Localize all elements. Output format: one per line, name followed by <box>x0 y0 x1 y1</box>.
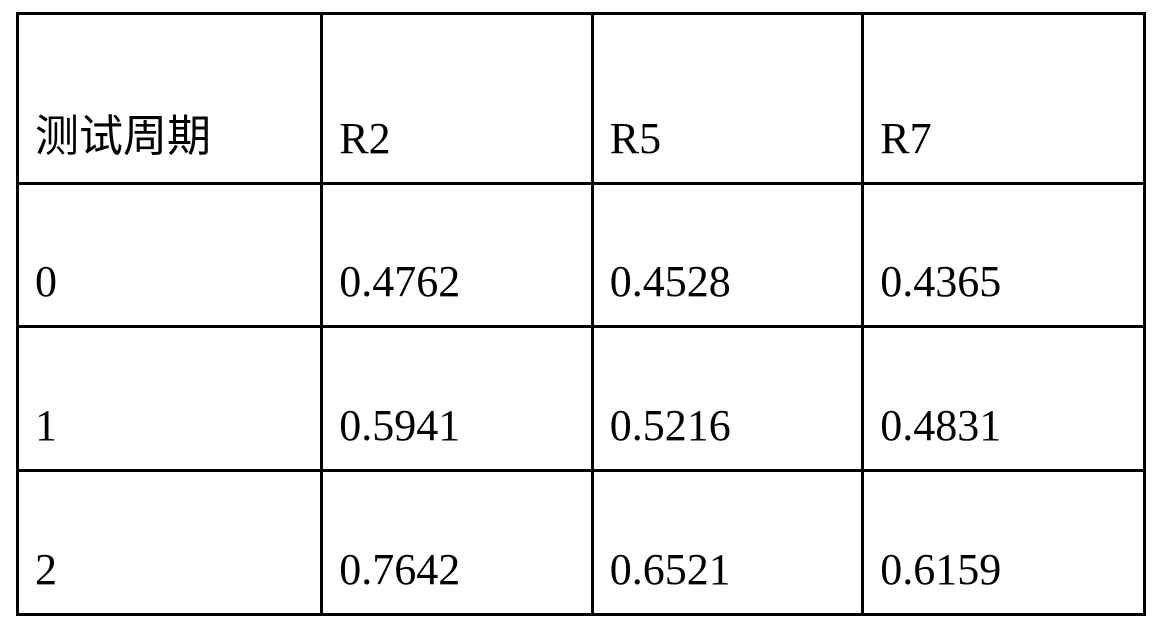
table-cell: 0.6159 <box>863 471 1145 615</box>
col-header: R7 <box>863 14 1145 184</box>
table-row: 0 0.4762 0.4528 0.4365 <box>18 183 1145 327</box>
table-cell: 0.4831 <box>863 327 1145 471</box>
table-row: 2 0.7642 0.6521 0.6159 <box>18 471 1145 615</box>
table-cell: 0 <box>18 183 322 327</box>
col-header: R5 <box>592 14 862 184</box>
table-cell: 0.6521 <box>592 471 862 615</box>
table-cell: 0.5941 <box>322 327 592 471</box>
table-cell: 0.4528 <box>592 183 862 327</box>
table-cell: 2 <box>18 471 322 615</box>
table-cell: 1 <box>18 327 322 471</box>
table-cell: 0.5216 <box>592 327 862 471</box>
table-container: 测试周期 R2 R5 R7 0 0.4762 0.4528 0.4365 1 0… <box>0 0 1162 628</box>
table-cell: 0.7642 <box>322 471 592 615</box>
table-row: 1 0.5941 0.5216 0.4831 <box>18 327 1145 471</box>
data-table: 测试周期 R2 R5 R7 0 0.4762 0.4528 0.4365 1 0… <box>16 12 1146 616</box>
col-header: 测试周期 <box>18 14 322 184</box>
table-cell: 0.4762 <box>322 183 592 327</box>
table-header-row: 测试周期 R2 R5 R7 <box>18 14 1145 184</box>
col-header: R2 <box>322 14 592 184</box>
table-cell: 0.4365 <box>863 183 1145 327</box>
